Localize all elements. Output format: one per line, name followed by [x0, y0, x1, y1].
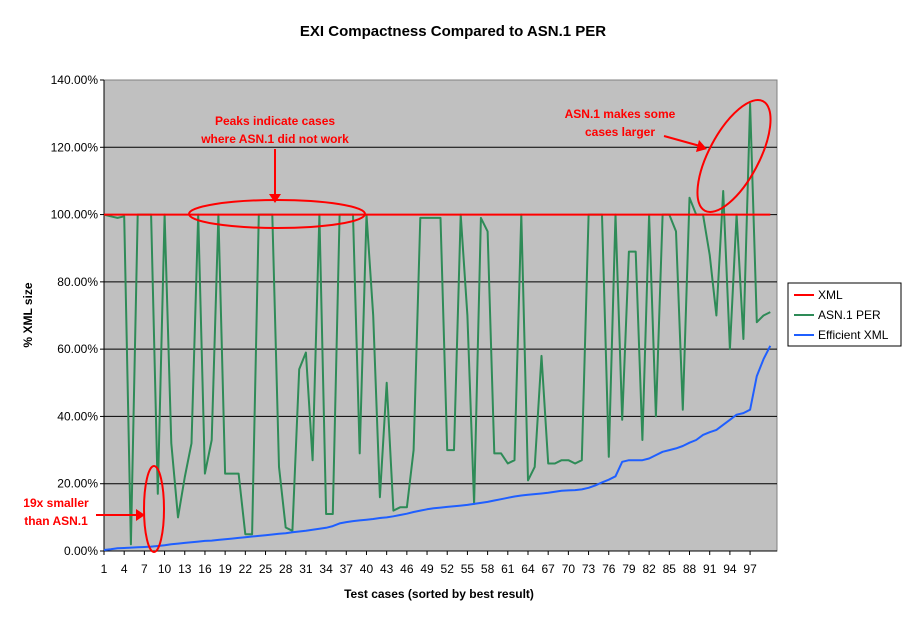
x-tick-label: 82: [642, 562, 656, 576]
x-tick-label: 70: [562, 562, 576, 576]
x-tick-label: 61: [501, 562, 515, 576]
annotation-larger-ellipse: [696, 99, 772, 213]
legend-label-asn1-per: ASN.1 PER: [818, 308, 881, 322]
x-tick-label: 13: [178, 562, 192, 576]
y-tick-label: 120.00%: [51, 140, 99, 154]
x-tick-label: 1: [101, 562, 108, 576]
x-tick-label: 88: [683, 562, 697, 576]
x-tick-label: 55: [461, 562, 475, 576]
annotation-peaks-line1: Peaks indicate cases: [215, 114, 335, 128]
x-tick-label: 85: [663, 562, 677, 576]
x-tick-label: 67: [542, 562, 556, 576]
legend-label-xml: XML: [818, 288, 843, 302]
plot-area: [103, 79, 778, 552]
x-tick-label: 16: [198, 562, 212, 576]
x-tick-label: 91: [703, 562, 717, 576]
series-layer: [103, 102, 772, 551]
x-tick-label: 28: [279, 562, 293, 576]
x-tick-label: 7: [141, 562, 148, 576]
annotation-peaks: Peaks indicate cases where ASN.1 did not…: [188, 114, 366, 229]
y-tick-label: 40.00%: [57, 409, 98, 423]
x-axis-label: Test cases (sorted by best result): [344, 587, 534, 601]
legend-label-efficient-xml: Efficient XML: [818, 328, 889, 342]
annotation-larger-line1: ASN.1 makes some: [565, 107, 676, 121]
annotation-peaks-line2: where ASN.1 did not work: [200, 132, 349, 146]
x-tick-label: 25: [259, 562, 273, 576]
annotation-smaller-arrowhead: [136, 509, 145, 521]
y-tick-label: 0.00%: [64, 544, 98, 558]
legend: XML ASN.1 PER Efficient XML: [787, 282, 902, 347]
annotation-larger-line2: cases larger: [585, 125, 655, 139]
chart-title: EXI Compactness Compared to ASN.1 PER: [300, 23, 606, 40]
x-tick-label: 19: [218, 562, 232, 576]
x-tick-label: 22: [239, 562, 253, 576]
series-line-efficient-xml: [103, 345, 772, 551]
y-tick-label: 20.00%: [57, 477, 98, 491]
x-tick-label: 73: [582, 562, 596, 576]
annotation-smaller-line2: than ASN.1: [24, 514, 88, 528]
x-tick-label: 49: [420, 562, 434, 576]
x-tick-label: 76: [602, 562, 616, 576]
x-tick-label: 31: [299, 562, 313, 576]
annotation-peaks-arrowhead: [269, 194, 281, 203]
x-tick-label: 37: [340, 562, 354, 576]
y-tick-label: 60.00%: [57, 342, 98, 356]
annotation-peaks-ellipse: [188, 199, 366, 229]
x-tick-label: 4: [121, 562, 128, 576]
annotation-larger: ASN.1 makes some cases larger: [565, 99, 772, 213]
series-line-asn1-per: [103, 102, 771, 546]
x-tick-label: 52: [441, 562, 455, 576]
x-tick-label: 43: [380, 562, 394, 576]
annotation-smaller-line1: 19x smaller: [23, 496, 89, 510]
x-tick-label: 40: [360, 562, 374, 576]
annotation-larger-arrow: [663, 135, 701, 147]
y-tick-label: 140.00%: [51, 73, 99, 87]
x-tick-label: 34: [319, 562, 333, 576]
x-tick-label: 97: [743, 562, 757, 576]
x-tick-label: 58: [481, 562, 495, 576]
x-tick-label: 46: [400, 562, 414, 576]
y-axis-label: % XML size: [21, 282, 35, 347]
y-tick-label: 80.00%: [57, 275, 98, 289]
y-tick-label: 100.00%: [51, 208, 99, 222]
x-axis-ticks: 1 4 7 10 13 16 19 22 25 28 31 34 37 40 43 46 49 52 55 58 61 6…: [101, 551, 757, 576]
annotation-smaller: 19x smaller than ASN.1: [23, 465, 165, 553]
x-tick-label: 94: [723, 562, 737, 576]
x-tick-label: 64: [521, 562, 535, 576]
annotation-smaller-ellipse: [143, 465, 165, 553]
y-axis-ticks: 0.00% 20.00% 40.00% 60.00% 80.00% 100.00% 120.…: [51, 73, 104, 558]
annotation-larger-arrowhead: [696, 140, 707, 152]
x-tick-label: 79: [622, 562, 636, 576]
x-tick-label: 10: [158, 562, 172, 576]
